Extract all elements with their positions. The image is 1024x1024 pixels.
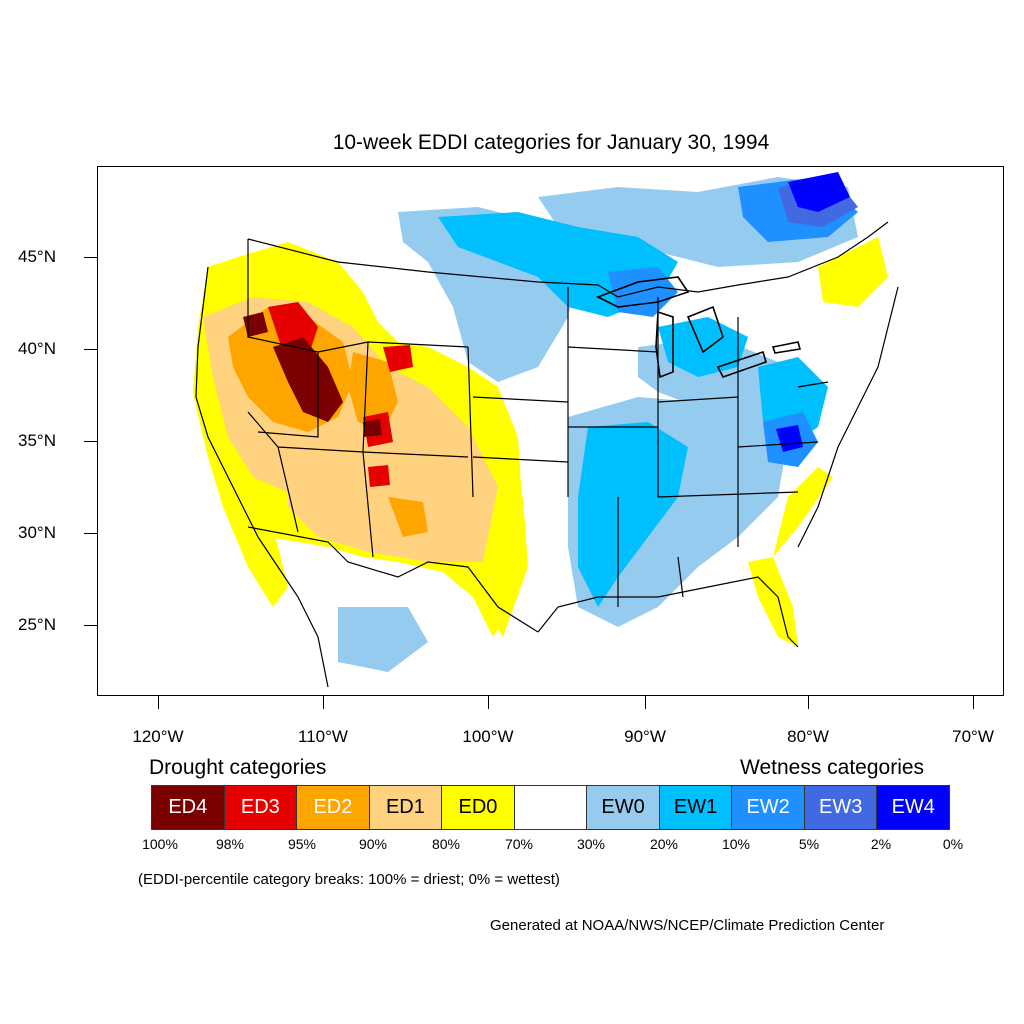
lake-ontario (771, 341, 802, 354)
percentile-label-100: 100% (142, 836, 178, 852)
lat-tick-35 (84, 441, 97, 442)
lat-label-45: 45°N (18, 247, 56, 266)
lat-label-30: 30°N (18, 523, 56, 542)
legend-box-ed1: ED1 (369, 786, 443, 829)
percentile-label-30: 30% (576, 836, 606, 852)
eddi-map-canvas (193, 172, 899, 688)
category-legend-bar: ED4 ED3 ED2 ED1 ED0 EW0 EW1 EW2 EW3 EW4 (151, 785, 950, 830)
lon-label-90: 90°W (624, 727, 666, 746)
lake-erie (716, 350, 767, 378)
boundaries (195, 221, 899, 688)
state-lines-west (247, 239, 569, 558)
lake-huron (686, 305, 724, 354)
lat-label-35: 35°N (18, 431, 56, 450)
lon-label-110: 110°W (298, 727, 348, 746)
credit-line: Generated at NOAA/NWS/NCEP/Climate Predi… (490, 917, 885, 934)
drought-heading: Drought categories (149, 756, 327, 779)
lon-tick-120 (158, 696, 159, 709)
lat-tick-40 (84, 349, 97, 350)
percentile-label-95: 95% (287, 836, 317, 852)
legend-box-ed3: ED3 (224, 786, 298, 829)
legend-box-ew2: EW2 (732, 786, 805, 829)
legend-box-ed4: ED4 (152, 786, 225, 829)
eddi-map (97, 166, 1004, 696)
lake-michigan (655, 310, 674, 379)
lat-tick-30 (84, 533, 97, 534)
ew4-virginia (776, 425, 803, 452)
legend-box-ew0: EW0 (587, 786, 660, 829)
lon-label-70: 70°W (952, 727, 994, 746)
percentile-label-80: 80% (431, 836, 461, 852)
legend-box-ed0: ED0 (442, 786, 515, 829)
lat-tick-25 (84, 625, 97, 626)
us-canada-border (247, 221, 889, 298)
atlantic-coast (797, 286, 899, 548)
drought-regions (193, 237, 888, 647)
map-title: 10-week EDDI categories for January 30, … (332, 131, 770, 154)
ed2-new-mexico (388, 497, 428, 537)
percentile-label-0: 0% (942, 836, 964, 852)
ed4-oregon (243, 312, 268, 337)
lon-tick-100 (488, 696, 489, 709)
ed4-utah-wyoming (273, 337, 343, 422)
ed0-florida-region (748, 557, 798, 647)
wetness-heading: Wetness categories (740, 756, 925, 779)
ed4-colorado (363, 419, 382, 437)
lon-tick-90 (645, 696, 646, 709)
gulf-coast (537, 576, 799, 648)
lon-tick-110 (323, 696, 324, 709)
pacific-coast (195, 266, 259, 538)
percentile-label-90: 90% (358, 836, 388, 852)
us-mexico-border (247, 526, 539, 633)
lon-tick-80 (808, 696, 809, 709)
legend-box-ed2: ED2 (297, 786, 370, 829)
lat-tick-45 (84, 257, 97, 258)
percentile-label-2: 2% (870, 836, 892, 852)
category-breaks-note: (EDDI-percentile category breaks: 100% =… (138, 871, 560, 888)
ew0-mexico (338, 607, 428, 672)
great-lakes (596, 276, 802, 379)
ed2-rockies (348, 352, 398, 432)
ed0-new-england (818, 237, 888, 307)
legend-box-ew3: EW3 (804, 786, 878, 829)
lat-label-40: 40°N (18, 339, 56, 358)
percentile-label-70: 70% (504, 836, 534, 852)
ew4-quebec (788, 172, 850, 212)
percentile-label-20: 20% (649, 836, 679, 852)
ed3-arizona (368, 465, 390, 487)
ed1-southwest (288, 467, 478, 562)
legend-box-ew1: EW1 (659, 786, 733, 829)
percentile-label-5: 5% (798, 836, 820, 852)
ew1-great-lakes (658, 317, 748, 377)
ew1-mississippi-valley (578, 422, 688, 607)
percentile-label-98: 98% (215, 836, 245, 852)
lat-label-25: 25°N (18, 615, 56, 634)
lon-label-100: 100°W (462, 727, 514, 746)
legend-box-ew4: EW4 (877, 786, 950, 829)
percentile-label-10: 10% (721, 836, 751, 852)
lon-label-80: 80°W (787, 727, 829, 746)
ed3-wyoming (383, 345, 413, 372)
ed0-atlantic-coast (773, 467, 833, 557)
lon-tick-70 (973, 696, 974, 709)
lon-label-120: 120°W (132, 727, 184, 746)
lake-superior (596, 276, 690, 308)
mexico-coast (257, 536, 329, 688)
legend-box-normal (514, 786, 588, 829)
state-lines-east (567, 287, 829, 607)
